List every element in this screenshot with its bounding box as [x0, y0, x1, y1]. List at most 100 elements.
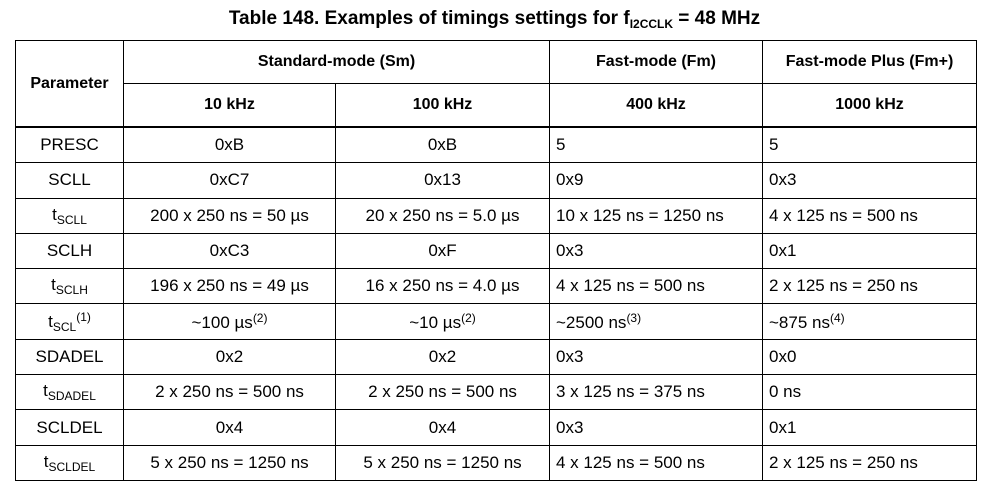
value-cell: 0x2	[335, 338, 550, 376]
value-cell: 5	[549, 126, 763, 164]
text: SCLH	[46, 241, 93, 261]
subscript: SCLH	[55, 283, 88, 298]
text: 0x2	[215, 346, 244, 366]
text: 2 x 125 ns = 250 ns	[769, 276, 918, 296]
subscript: I2CCLK	[629, 17, 674, 31]
superscript: (2)	[252, 310, 268, 325]
parameter-cell: SCLL	[15, 162, 124, 199]
table-row: tSCLH 196 x 250 ns = 49 µs 16 x 250 ns = 4…	[15, 268, 977, 305]
parameter-cell: SCLH	[15, 232, 124, 270]
table-body: PRESC 0xB 0xB 5 5 SCLL 0xC7 0x13 0x9 0x3 tSCLL 200 …	[15, 126, 977, 481]
value-cell: 0x0	[762, 338, 977, 376]
value-cell: 20 x 250 ns = 5.0 µs	[335, 197, 550, 234]
text: 0xC7	[209, 170, 250, 190]
value-cell: 0xB	[335, 126, 550, 164]
value-cell: 2 x 125 ns = 250 ns	[762, 444, 977, 481]
text: 0x1	[769, 241, 797, 261]
value-cell: 0xF	[335, 232, 550, 270]
text: t	[51, 275, 56, 295]
text: 0x13	[424, 170, 461, 190]
value-cell: 0x13	[335, 162, 550, 199]
value-cell: 0xB	[123, 126, 336, 164]
table-title: Table 148. Examples of timings settings …	[0, 8, 989, 31]
parameter-cell: tSCLH	[15, 268, 124, 305]
value-cell: 0x4	[123, 409, 336, 446]
value-cell: ~875 ns(4)	[762, 303, 977, 340]
header-cell: Fast-mode Plus (Fm+)	[762, 40, 977, 84]
parameter-cell: tSCLDEL	[15, 444, 124, 481]
header-cell: 100 kHz	[335, 83, 550, 128]
header-cell: 1000 kHz	[762, 83, 977, 128]
value-cell: 0 ns	[762, 374, 977, 411]
value-cell: 0x1	[762, 409, 977, 446]
text: = 48 MHz	[673, 8, 761, 29]
text: ~2500 ns	[556, 312, 627, 332]
parameter-cell: tSDADEL	[15, 374, 124, 411]
text: 5	[769, 135, 779, 155]
table-row: tSCLDEL 5 x 250 ns = 1250 ns 5 x 250 ns = …	[15, 444, 977, 481]
superscript: (3)	[626, 310, 642, 325]
text: 2 x 125 ns = 250 ns	[769, 452, 918, 472]
timings-table: Parameter Standard-mode (Sm) Fast-mode (Fm…	[15, 40, 977, 481]
superscript: (2)	[461, 310, 476, 325]
text: SDADEL	[35, 346, 104, 366]
subscript: SCLDEL	[48, 459, 96, 474]
text: 0x3	[556, 241, 584, 261]
text: 0xB	[427, 135, 458, 155]
value-cell: 0x9	[549, 162, 763, 199]
value-cell: 5 x 250 ns = 1250 ns	[335, 444, 550, 481]
value-cell: 200 x 250 ns = 50 µs	[123, 197, 336, 234]
value-cell: ~2500 ns(3)	[549, 303, 763, 340]
value-cell: 4 x 125 ns = 500 ns	[549, 268, 763, 305]
text: ~10 µs	[409, 312, 462, 332]
text: 4 x 125 ns = 500 ns	[769, 205, 918, 225]
superscript: (1)	[76, 309, 91, 324]
table-row: tSCLL 200 x 250 ns = 50 µs 20 x 250 ns = 5…	[15, 197, 977, 234]
table-row: SDADEL 0x2 0x2 0x3 0x0	[15, 338, 977, 376]
table-row: PRESC 0xB 0xB 5 5	[15, 126, 977, 164]
value-cell: ~100 µs(2)	[123, 303, 336, 340]
value-cell: 0x3	[549, 232, 763, 270]
parameter-cell: SCLDEL	[15, 409, 124, 446]
header-row: Parameter Standard-mode (Sm) Fast-mode (Fm…	[15, 40, 977, 128]
text: PRESC	[40, 135, 99, 155]
text: ~100 µs	[191, 312, 253, 332]
header-cell: 10 kHz	[123, 83, 336, 128]
text: 2 x 250 ns = 500 ns	[155, 382, 304, 402]
text: SCLDEL	[36, 417, 103, 437]
parameter-cell: PRESC	[15, 126, 124, 164]
value-cell: 2 x 125 ns = 250 ns	[762, 268, 977, 305]
value-cell: 0xC3	[123, 232, 336, 270]
header-cell: Fast-mode (Fm)	[549, 40, 763, 84]
text: 5	[556, 135, 566, 155]
text: 0x1	[769, 417, 797, 437]
text: 200 x 250 ns = 50 µs	[150, 205, 309, 225]
text: 196 x 250 ns = 49 µs	[150, 276, 309, 296]
text: Table 148. Examples of timings settings …	[228, 8, 630, 29]
header-cell: Standard-mode (Sm)	[123, 40, 550, 84]
text: 2 x 250 ns = 500 ns	[368, 382, 517, 402]
text: 5 x 250 ns = 1250 ns	[363, 452, 522, 472]
value-cell: 5	[762, 126, 977, 164]
header-row: 10 kHz 100 kHz 400 kHz 1000 kHz	[16, 83, 977, 128]
table-row: SCLL 0xC7 0x13 0x9 0x3	[15, 162, 977, 199]
text: 0x0	[769, 346, 797, 366]
text: 0xB	[214, 135, 245, 155]
value-cell: 0x3	[762, 162, 977, 199]
value-cell: 0x1	[762, 232, 977, 270]
parameter-cell: tSCL(1)	[15, 303, 124, 340]
text: 16 x 250 ns = 4.0 µs	[365, 276, 520, 296]
table-row: SCLH 0xC3 0xF 0x3 0x1	[15, 232, 977, 270]
parameter-cell: SDADEL	[15, 338, 124, 376]
value-cell: 0xC7	[123, 162, 336, 199]
text: 0x2	[428, 346, 457, 366]
value-cell: 16 x 250 ns = 4.0 µs	[335, 268, 550, 305]
value-cell: ~10 µs(2)	[335, 303, 550, 340]
text: 4 x 125 ns = 500 ns	[556, 452, 705, 472]
text: t	[48, 311, 53, 331]
value-cell: 0x4	[335, 409, 550, 446]
text: 0xC3	[209, 241, 250, 261]
text: 0x3	[556, 417, 584, 437]
text: 0x4	[215, 417, 244, 437]
